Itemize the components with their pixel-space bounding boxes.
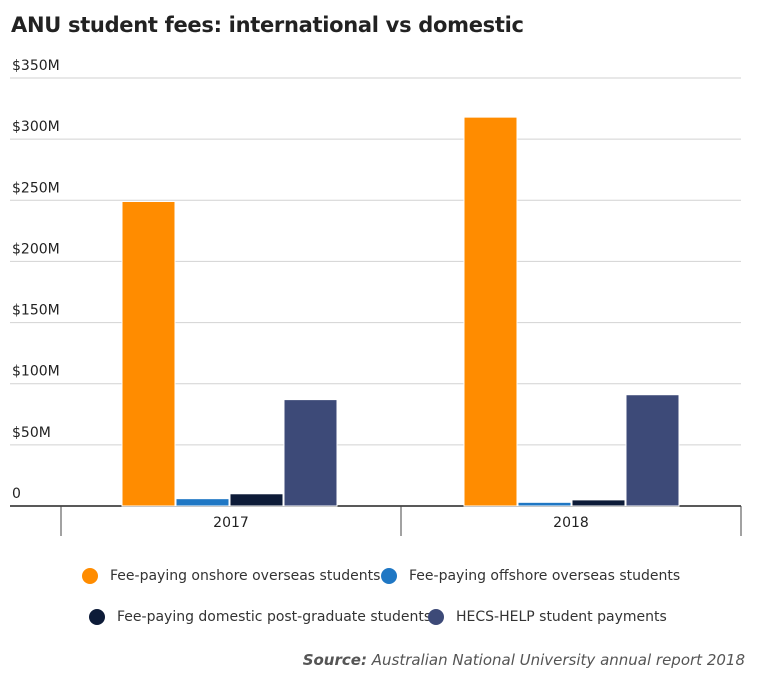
bar-2018-series-0 <box>463 116 518 507</box>
y-tick-label: $100M <box>12 364 60 380</box>
source-note: Source: Australian National University a… <box>303 651 745 669</box>
bar-2018-series-2 <box>571 499 626 507</box>
bar-2017-series-1 <box>175 498 230 507</box>
bar-2017-series-2 <box>229 493 284 507</box>
y-tick-label: $300M <box>12 119 60 135</box>
x-tick-label: 2017 <box>213 515 249 531</box>
chart-title: ANU student fees: international vs domes… <box>11 13 524 37</box>
bar-2018-series-3 <box>625 394 680 507</box>
x-tick-label: 2018 <box>553 515 589 531</box>
y-tick-label: $150M <box>12 303 60 319</box>
bar-2018-series-1 <box>517 501 572 507</box>
y-tick-label: $50M <box>12 425 51 441</box>
y-tick-label: 0 <box>12 486 21 502</box>
source-prefix: Source: <box>302 651 367 669</box>
bar-2017-series-0 <box>121 201 176 507</box>
y-tick-label: $200M <box>12 241 60 257</box>
bar-2017-series-3 <box>283 399 338 507</box>
source-text: Australian National University annual re… <box>371 651 745 669</box>
y-tick-label: $350M <box>12 58 60 74</box>
y-tick-label: $250M <box>12 180 60 196</box>
